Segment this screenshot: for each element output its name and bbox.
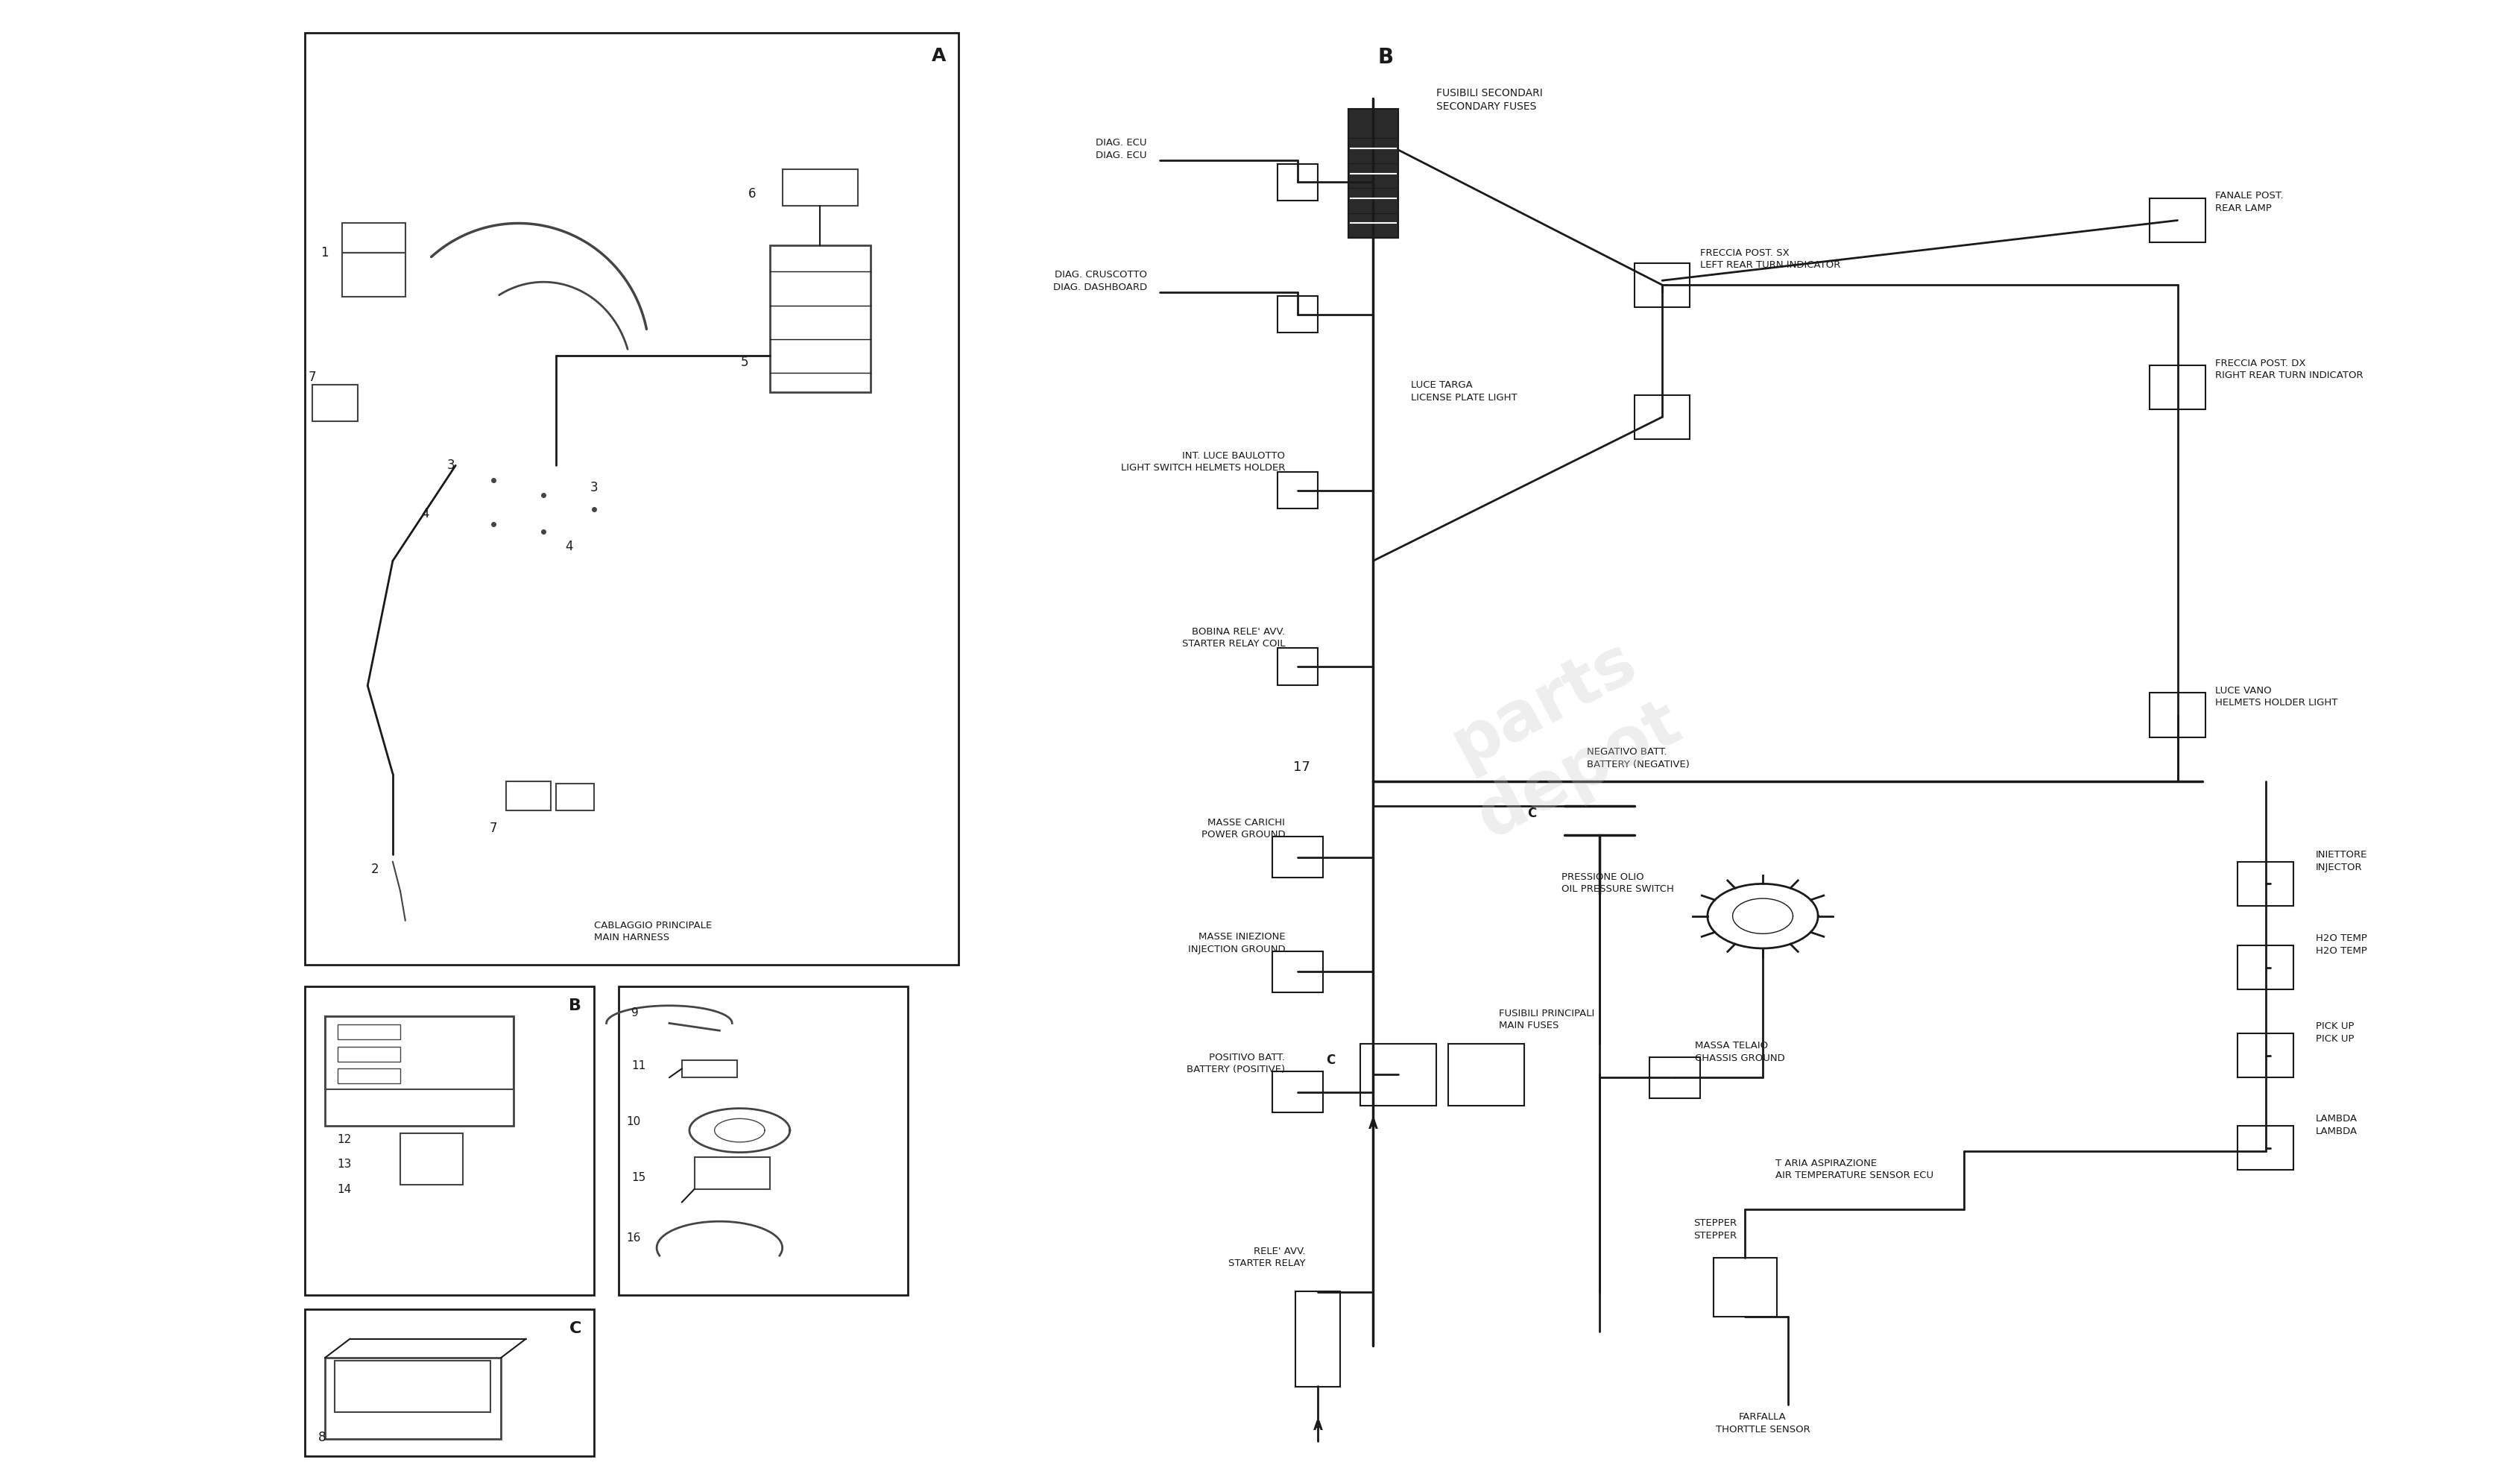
Text: H2O TEMP
H2O TEMP: H2O TEMP H2O TEMP (2316, 933, 2366, 955)
Bar (1278, 164, 1318, 200)
Text: B: B (1378, 47, 1394, 68)
Text: 16: 16 (627, 1232, 640, 1244)
Bar (781, 170, 857, 206)
Bar (305, 1309, 595, 1456)
Text: 1: 1 (320, 246, 328, 259)
Text: FARFALLA
THORTTLE SENSOR: FARFALLA THORTTLE SENSOR (1716, 1412, 1809, 1434)
Bar (343, 252, 406, 296)
Text: 4: 4 (421, 507, 428, 520)
Text: 10: 10 (627, 1116, 640, 1128)
Text: 17: 17 (1293, 761, 1310, 774)
Text: PRESSIONE OLIO
OIL PRESSURE SWITCH: PRESSIONE OLIO OIL PRESSURE SWITCH (1562, 873, 1673, 895)
Text: 3: 3 (590, 481, 597, 494)
Bar (1273, 1072, 1323, 1113)
Text: 15: 15 (633, 1172, 645, 1184)
Bar (1651, 1057, 1701, 1098)
Text: parts
depot: parts depot (1431, 624, 1691, 850)
Text: A: A (1368, 1119, 1378, 1132)
Text: MASSE INIEZIONE
INJECTION GROUND: MASSE INIEZIONE INJECTION GROUND (1187, 932, 1285, 954)
Text: 2: 2 (370, 862, 378, 876)
Text: 13: 13 (338, 1159, 353, 1170)
Bar (343, 223, 406, 252)
Text: C: C (1326, 1054, 1336, 1067)
Bar (1449, 1044, 1525, 1106)
Text: PICK UP
PICK UP: PICK UP PICK UP (2316, 1021, 2354, 1044)
Bar (1295, 1291, 1341, 1387)
Bar (401, 1134, 464, 1185)
Bar (769, 245, 869, 392)
Bar (1348, 109, 1399, 237)
Text: 7: 7 (489, 821, 496, 834)
Text: CABLAGGIO PRINCIPALE
MAIN HARNESS: CABLAGGIO PRINCIPALE MAIN HARNESS (595, 920, 711, 942)
Bar (335, 1361, 491, 1412)
Text: A: A (932, 47, 945, 65)
Bar (1635, 395, 1691, 439)
Bar (312, 385, 358, 422)
Bar (325, 1016, 514, 1126)
Text: 6: 6 (748, 187, 756, 200)
Bar (2150, 693, 2205, 737)
Text: B: B (570, 998, 582, 1013)
Bar (305, 32, 958, 964)
Text: FRECCIA POST. DX
RIGHT REAR TURN INDICATOR: FRECCIA POST. DX RIGHT REAR TURN INDICAT… (2215, 358, 2364, 380)
Bar (507, 781, 552, 811)
Text: C: C (1527, 806, 1537, 820)
Text: FRECCIA POST. SX
LEFT REAR TURN INDICATOR: FRECCIA POST. SX LEFT REAR TURN INDICATO… (1701, 248, 1840, 270)
Bar (338, 1069, 401, 1083)
Bar (2238, 862, 2293, 907)
Text: C: C (570, 1321, 582, 1335)
Bar (2238, 1033, 2293, 1077)
Text: MASSE CARICHI
POWER GROUND: MASSE CARICHI POWER GROUND (1202, 818, 1285, 840)
Text: FANALE POST.
REAR LAMP: FANALE POST. REAR LAMP (2215, 192, 2283, 214)
Bar (338, 1024, 401, 1039)
Text: 8: 8 (318, 1431, 325, 1445)
Bar (1273, 837, 1323, 879)
Bar (325, 1016, 514, 1089)
Text: 5: 5 (741, 357, 748, 370)
Text: LUCE VANO
HELMETS HOLDER LIGHT: LUCE VANO HELMETS HOLDER LIGHT (2215, 685, 2339, 708)
Text: 7: 7 (307, 370, 315, 385)
Bar (338, 1047, 401, 1061)
Bar (2150, 366, 2205, 410)
Text: 9: 9 (633, 1008, 638, 1019)
Bar (2238, 945, 2293, 989)
Text: 11: 11 (633, 1060, 645, 1072)
Bar (2238, 1126, 2293, 1170)
Text: DIAG. CRUSCOTTO
DIAG. DASHBOARD: DIAG. CRUSCOTTO DIAG. DASHBOARD (1053, 270, 1147, 292)
Text: 4: 4 (564, 539, 572, 553)
Bar (1278, 472, 1318, 509)
Bar (1273, 951, 1323, 992)
Text: INIETTORE
INJECTOR: INIETTORE INJECTOR (2316, 850, 2366, 873)
Text: FUSIBILI PRINCIPALI
MAIN FUSES: FUSIBILI PRINCIPALI MAIN FUSES (1499, 1008, 1595, 1030)
Text: T ARIA ASPIRAZIONE
AIR TEMPERATURE SENSOR ECU: T ARIA ASPIRAZIONE AIR TEMPERATURE SENSO… (1774, 1159, 1933, 1181)
Text: INT. LUCE BAULOTTO
LIGHT SWITCH HELMETS HOLDER: INT. LUCE BAULOTTO LIGHT SWITCH HELMETS … (1121, 451, 1285, 473)
Bar (325, 1358, 501, 1439)
Bar (305, 986, 595, 1294)
Text: BOBINA RELE' AVV.
STARTER RELAY COIL: BOBINA RELE' AVV. STARTER RELAY COIL (1182, 626, 1285, 649)
Text: LAMBDA
LAMBDA: LAMBDA LAMBDA (2316, 1114, 2359, 1136)
Text: LUCE TARGA
LICENSE PLATE LIGHT: LUCE TARGA LICENSE PLATE LIGHT (1411, 380, 1517, 402)
Bar (620, 986, 907, 1294)
Text: STEPPER
STEPPER: STEPPER STEPPER (1693, 1219, 1736, 1241)
Bar (2150, 199, 2205, 242)
Text: RELE' AVV.
STARTER RELAY: RELE' AVV. STARTER RELAY (1227, 1247, 1305, 1268)
Text: 3: 3 (446, 458, 454, 472)
Text: NEGATIVO BATT.
BATTERY (NEGATIVE): NEGATIVO BATT. BATTERY (NEGATIVE) (1588, 747, 1688, 769)
Text: POSITIVO BATT.
BATTERY (POSITIVE): POSITIVO BATT. BATTERY (POSITIVE) (1187, 1052, 1285, 1075)
Text: FUSIBILI SECONDARI
SECONDARY FUSES: FUSIBILI SECONDARI SECONDARY FUSES (1436, 88, 1542, 112)
Text: 14: 14 (338, 1184, 353, 1195)
Bar (696, 1157, 769, 1190)
Text: MASSA TELAIO
CHASSIS GROUND: MASSA TELAIO CHASSIS GROUND (1696, 1041, 1784, 1063)
Bar (1361, 1044, 1436, 1106)
Bar (1635, 262, 1691, 307)
Bar (1278, 296, 1318, 333)
Text: A: A (1313, 1419, 1323, 1433)
Text: DIAG. ECU
DIAG. ECU: DIAG. ECU DIAG. ECU (1096, 139, 1147, 161)
Bar (1714, 1259, 1777, 1316)
Bar (557, 784, 595, 811)
Bar (1278, 649, 1318, 685)
Text: 12: 12 (338, 1134, 353, 1145)
Bar (683, 1060, 738, 1077)
